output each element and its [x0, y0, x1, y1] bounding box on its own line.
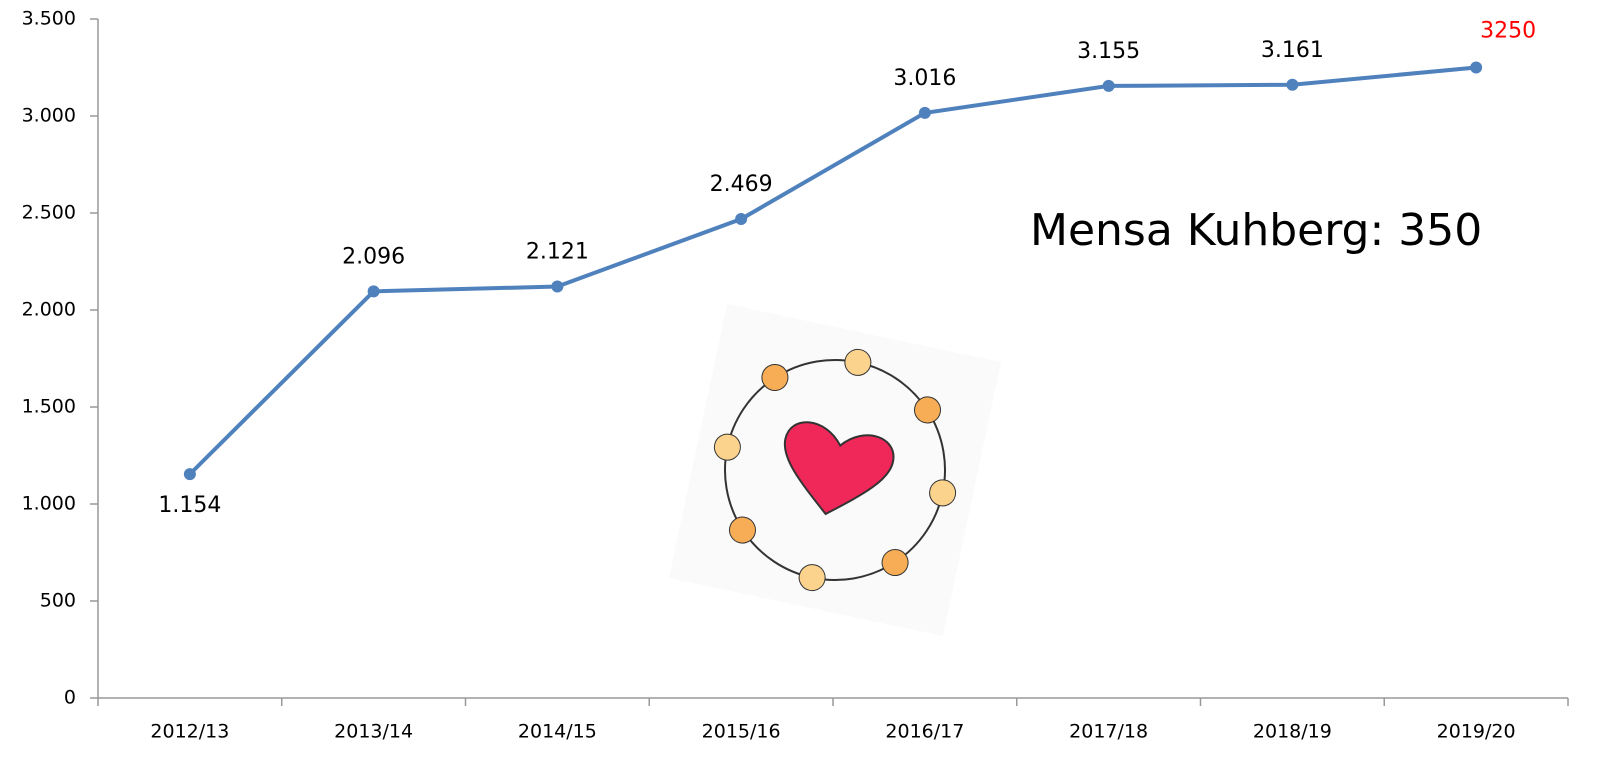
y-tick-label: 3.000 [22, 105, 76, 127]
y-tick-label: 2.500 [22, 202, 76, 224]
x-tick-label: 2019/20 [1437, 721, 1516, 743]
x-tick-label: 2016/17 [885, 721, 964, 743]
x-tick-label: 2017/18 [1069, 721, 1148, 743]
x-tick-label: 2013/14 [334, 721, 413, 743]
decoration [668, 303, 1002, 637]
annotation: Mensa Kuhberg: 350 [1030, 205, 1482, 256]
line [188, 65, 1477, 476]
value-label: 3.161 [1261, 38, 1324, 63]
y-tick-label: 500 [40, 590, 76, 612]
y-tick-label: 1.000 [22, 493, 76, 515]
child [844, 348, 872, 376]
value-label: 2.096 [342, 244, 405, 269]
child [728, 516, 756, 544]
value-label: 3.016 [893, 66, 956, 91]
y-tick-label: 0 [64, 687, 76, 709]
x-tick-label: 2018/19 [1253, 721, 1332, 743]
value-label: 3.155 [1077, 39, 1140, 64]
value-label: 2.469 [710, 172, 773, 197]
y-tick-label: 2.000 [22, 299, 76, 321]
x-tick-label: 2012/13 [150, 721, 229, 743]
value-label: 2.121 [526, 240, 589, 265]
child [761, 363, 789, 391]
point [183, 468, 196, 481]
point [918, 106, 931, 119]
point [367, 285, 380, 298]
child [798, 564, 826, 592]
heart [783, 421, 895, 516]
value-label: 3250 [1480, 19, 1536, 44]
point [1470, 61, 1483, 74]
point [735, 213, 748, 226]
x-tick-label: 2014/15 [518, 721, 597, 743]
point [1286, 78, 1299, 91]
point [551, 280, 564, 293]
child [914, 396, 942, 424]
child [881, 549, 909, 577]
child [929, 479, 957, 507]
value-label: 1.154 [158, 493, 221, 518]
point [1102, 79, 1115, 92]
y-tick-label: 3.500 [22, 8, 76, 30]
y-tick-label: 1.500 [22, 396, 76, 418]
x-tick-label: 2015/16 [702, 721, 781, 743]
child [713, 433, 741, 461]
